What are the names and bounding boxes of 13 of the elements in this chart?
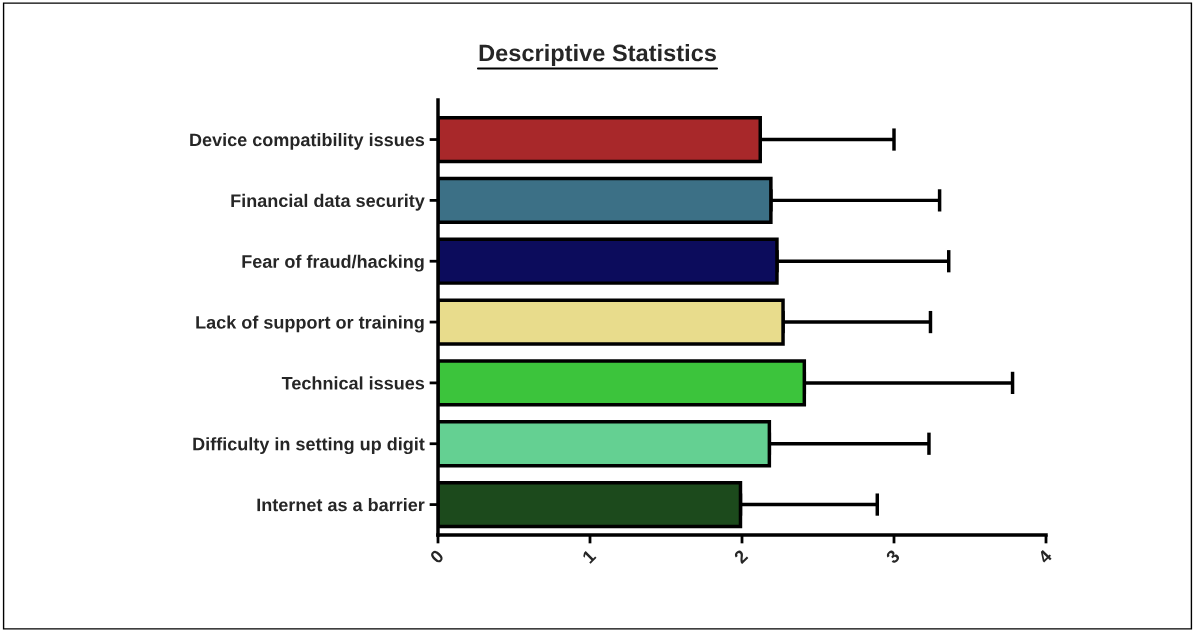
- x-tick-label: 2: [733, 549, 749, 565]
- y-tick-label: Lack of support or training: [196, 315, 424, 333]
- chart-title: Descriptive Statistics: [479, 44, 716, 66]
- x-tick-label: 0: [429, 549, 445, 565]
- y-tick-label: Difficulty in setting up digit: [193, 437, 425, 455]
- y-tick-label: Financial data security: [231, 193, 425, 211]
- y-tick-label: Technical issues: [281, 376, 425, 390]
- x-tick-label: 3: [885, 548, 901, 565]
- x-tick-label: 1: [581, 549, 597, 564]
- y-tick-label: Internet as a barrier: [257, 498, 425, 512]
- y-tick-label: Fear of fraud/hacking: [242, 254, 424, 272]
- x-tick-label: 4: [1037, 548, 1053, 565]
- y-tick-label: Device compatibility issues: [190, 133, 425, 150]
